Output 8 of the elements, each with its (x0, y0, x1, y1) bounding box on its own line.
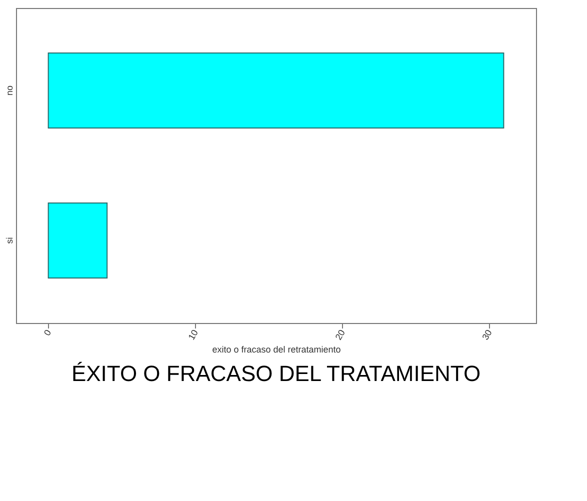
y-tick-label: no (4, 85, 14, 96)
y-tick-label: si (4, 237, 14, 244)
x-tick-label: 30 (480, 328, 494, 342)
x-tick-label: 20 (333, 328, 347, 342)
x-tick-label: 0 (42, 328, 54, 338)
text: ÉXITO O FRACASO DEL TRATAMIENTO (71, 361, 481, 386)
x-axis-title: exito o fracaso del retratamiento (212, 344, 341, 355)
x-tick-label: 10 (186, 328, 200, 342)
